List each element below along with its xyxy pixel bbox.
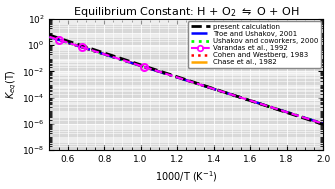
Title: Equilibrium Constant: H + O$_2$ $\leftrightharpoons$ O + OH: Equilibrium Constant: H + O$_2$ $\leftri…: [73, 5, 299, 19]
Y-axis label: $K_{eq}$(T): $K_{eq}$(T): [5, 70, 19, 99]
X-axis label: 1000/T (K$^{-1}$): 1000/T (K$^{-1}$): [155, 169, 218, 184]
Legend: present calculation, Troe and Ushakov, 2001, Ushakov and coworkers, 2000, Varand: present calculation, Troe and Ushakov, 2…: [188, 21, 321, 68]
